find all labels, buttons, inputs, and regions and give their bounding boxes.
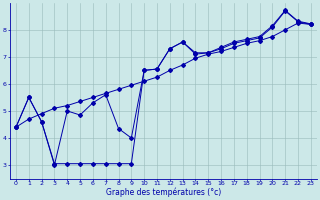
X-axis label: Graphe des températures (°c): Graphe des températures (°c) — [106, 188, 221, 197]
